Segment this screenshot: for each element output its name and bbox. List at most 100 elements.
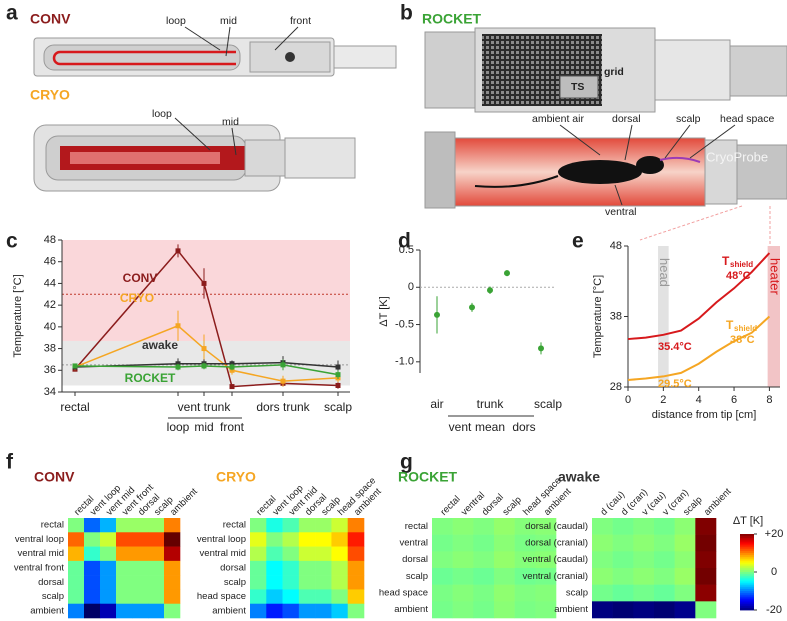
colorbar-step	[740, 560, 754, 563]
heat-cell	[315, 603, 332, 619]
colorbar-step	[740, 592, 754, 596]
heat-cell	[494, 534, 515, 552]
heat-cell	[592, 518, 613, 535]
heat-cell	[331, 546, 349, 562]
heat-cell	[266, 518, 283, 533]
heat-cell	[347, 589, 365, 605]
colorbar-step	[740, 539, 754, 542]
heat-cell	[250, 546, 267, 562]
heat-cell	[633, 568, 655, 585]
series-setpoint: 38°C	[730, 334, 755, 346]
heat-cell	[250, 575, 267, 590]
y-tick-label: 0.5	[399, 244, 414, 256]
point	[487, 287, 493, 294]
point	[175, 323, 181, 329]
heat-cell	[432, 534, 453, 552]
colorbar-step	[740, 598, 754, 601]
heat-cell	[494, 551, 515, 569]
heat-cell	[347, 532, 365, 547]
heat-cell	[164, 560, 181, 576]
y-tick-label: 46	[44, 256, 56, 268]
point	[538, 345, 544, 352]
point	[201, 280, 207, 286]
series-label: CONV	[123, 271, 158, 285]
colorbar-step	[740, 577, 754, 580]
heat-cell	[514, 534, 536, 552]
row-label: ventral loop	[197, 534, 246, 545]
heat-cell	[116, 603, 133, 619]
point	[335, 372, 341, 378]
point	[434, 311, 440, 318]
y-tick-label: -1.0	[395, 356, 414, 368]
heat-cell	[68, 546, 85, 562]
heat-cell	[674, 518, 696, 535]
heat-cell	[674, 551, 696, 569]
cryo-device	[33, 117, 356, 192]
row-label: ventral mid	[18, 548, 64, 559]
x-tick-label: vent	[449, 420, 472, 434]
panel-label: b	[400, 2, 413, 25]
heat-cell	[535, 601, 557, 619]
row-label: ventral	[399, 538, 428, 549]
point	[469, 304, 475, 311]
heat-cell	[452, 601, 474, 619]
heat-cell	[116, 560, 133, 576]
heat-cell	[514, 568, 536, 585]
heat-cell	[347, 560, 365, 576]
series-line	[74, 364, 339, 376]
colorbar-step	[740, 543, 754, 546]
heat-cell	[494, 601, 515, 619]
heat-cell	[633, 584, 655, 602]
row-label: dorsal (cranial)	[525, 538, 588, 549]
heat-cell	[164, 603, 181, 619]
series-name-sub: shield	[730, 260, 753, 269]
point	[201, 363, 207, 369]
band	[767, 246, 780, 387]
heat-cell	[612, 568, 634, 585]
heat-cell	[432, 568, 453, 585]
heat-cell	[331, 532, 349, 547]
heat-cell	[654, 518, 675, 535]
heat-cell	[315, 546, 332, 562]
row-label: rectal	[223, 520, 246, 531]
row-label: head space	[197, 591, 246, 602]
heat-cell	[514, 584, 536, 602]
colorbar-step	[740, 562, 754, 565]
heat-cell	[84, 603, 101, 619]
colorbar-step	[740, 606, 754, 609]
series-label: CRYO	[120, 291, 154, 305]
x-tick-label: 4	[696, 394, 702, 406]
series-line	[74, 324, 339, 382]
colorbar-step	[740, 547, 754, 550]
x-tick-label: dors trunk	[256, 400, 310, 414]
heat-cell	[100, 575, 117, 590]
y-tick-label: 42	[44, 299, 56, 311]
heat-cell	[68, 575, 85, 590]
heat-cell	[315, 575, 332, 590]
colorbar-step	[740, 549, 754, 552]
heat-cell	[535, 551, 557, 569]
heat-cell	[674, 534, 696, 552]
series-name: T	[726, 318, 734, 332]
y-tick-label: 44	[44, 277, 56, 289]
series-line	[74, 249, 339, 388]
point	[72, 363, 78, 369]
device-label: loop	[166, 15, 186, 27]
point	[280, 362, 286, 368]
heat-cell	[592, 568, 613, 585]
heat-cell	[331, 589, 349, 605]
colorbar-step	[740, 556, 754, 560]
rocket-device	[424, 27, 787, 246]
heat-cell	[331, 603, 349, 619]
heat-cell	[432, 601, 453, 619]
heat-cell	[612, 518, 634, 535]
heat-cell	[473, 601, 495, 619]
heat-cell	[612, 534, 634, 552]
heatmap-title: awake	[558, 469, 600, 485]
colorbar-step	[740, 535, 754, 539]
heat-cell	[452, 568, 474, 585]
heat-cell	[84, 532, 101, 547]
heat-cell	[612, 584, 634, 602]
y-tick-label: 40	[44, 321, 56, 333]
device-label: ambient air	[532, 113, 584, 125]
